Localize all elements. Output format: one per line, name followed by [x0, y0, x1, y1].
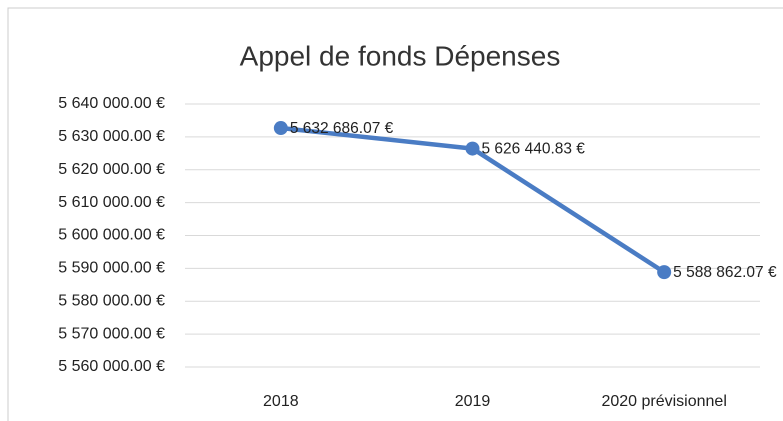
marker — [273, 121, 288, 136]
y-tick-label: 5 600 000.00 € — [58, 227, 165, 244]
y-tick-label: 5 560 000.00 € — [58, 358, 165, 375]
data-label: 5 632 686.07 € — [290, 120, 394, 137]
chart-title: Appel de fonds Dépenses — [240, 40, 561, 71]
marker — [657, 265, 672, 280]
x-tick-label: 2019 — [455, 393, 491, 410]
y-tick-label: 5 590 000.00 € — [58, 260, 165, 277]
y-tick-label: 5 620 000.00 € — [58, 161, 165, 178]
x-tick-label: 2018 — [263, 393, 299, 410]
chart-border — [7, 7, 783, 421]
marker — [465, 141, 480, 156]
y-tick-label: 5 580 000.00 € — [58, 292, 165, 309]
y-tick-label: 5 630 000.00 € — [58, 128, 165, 145]
data-label: 5 588 862.07 € — [673, 264, 777, 281]
y-tick-label: 5 610 000.00 € — [58, 194, 165, 211]
y-tick-label: 5 570 000.00 € — [58, 325, 165, 342]
y-tick-label: 5 640 000.00 € — [58, 95, 165, 112]
x-tick-label: 2020 prévisionnel — [601, 393, 726, 410]
data-label: 5 626 440.83 € — [482, 141, 586, 158]
